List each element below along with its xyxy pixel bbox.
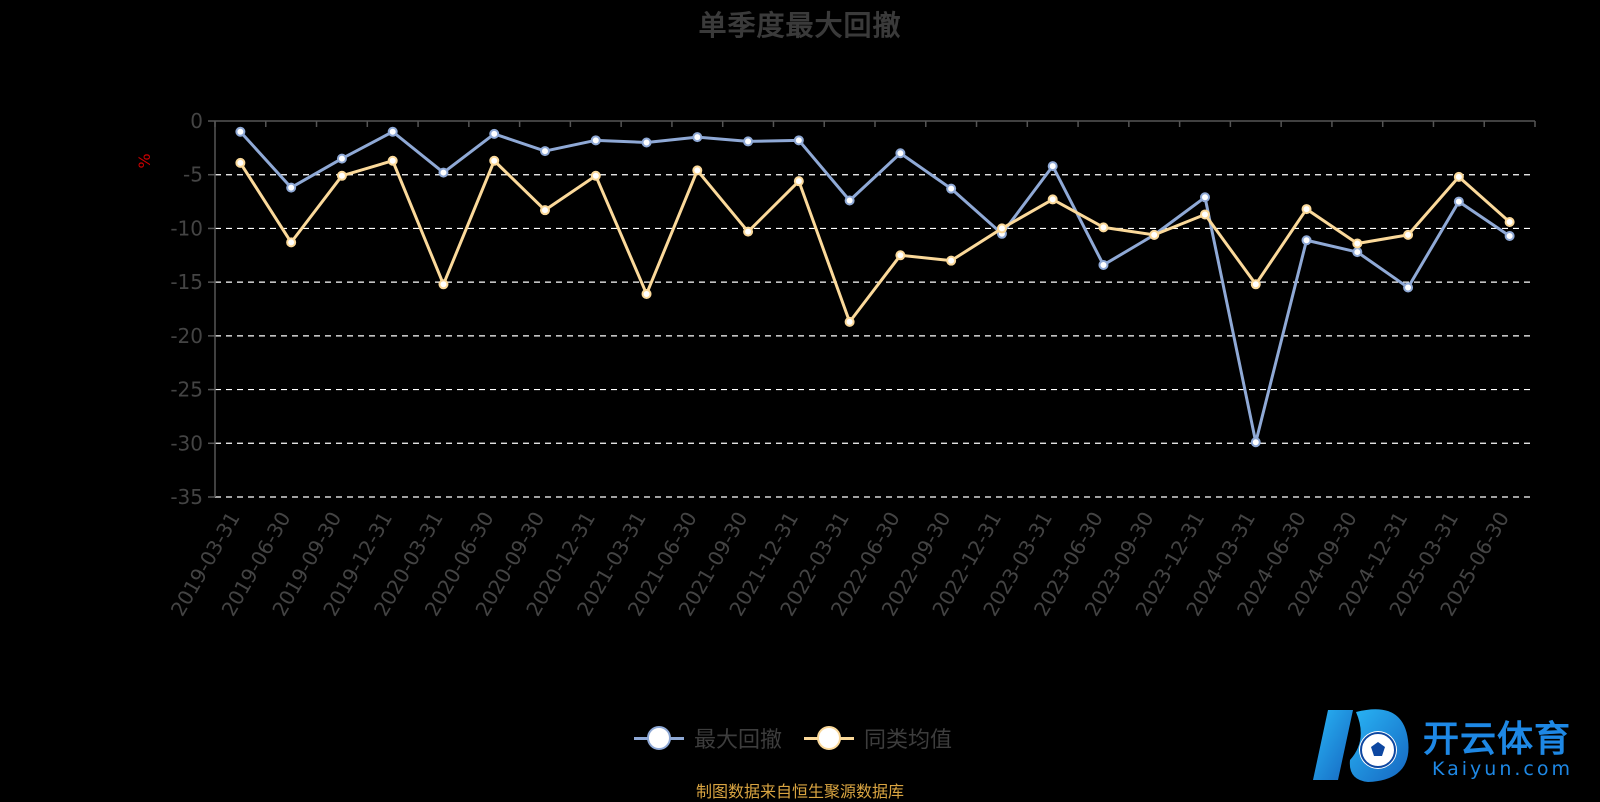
data-point-series-2 bbox=[235, 157, 246, 168]
legend-item-series-2[interactable]: 同类均值 bbox=[804, 722, 952, 754]
data-point-series-2 bbox=[946, 255, 957, 266]
legend-swatch-series-2 bbox=[804, 725, 855, 751]
legend-item-series-1[interactable]: 最大回撤 bbox=[634, 722, 782, 754]
data-point-series-1 bbox=[641, 137, 652, 148]
data-point-series-1 bbox=[235, 126, 246, 137]
data-point-series-2 bbox=[286, 237, 297, 248]
y-tick-label: -15 bbox=[170, 270, 203, 294]
brand-logo: 开云体育 Kaiyun.com bbox=[1308, 700, 1593, 790]
data-point-series-2 bbox=[895, 250, 906, 261]
data-point-series-1 bbox=[1504, 230, 1515, 241]
legend-label-series-2: 同类均值 bbox=[864, 728, 953, 753]
y-tick-label: -35 bbox=[170, 485, 203, 509]
data-point-series-1 bbox=[743, 136, 754, 147]
data-point-series-2 bbox=[641, 288, 652, 299]
y-tick-label: -10 bbox=[170, 216, 203, 240]
data-point-series-2 bbox=[1352, 238, 1363, 249]
data-point-series-2 bbox=[1403, 229, 1414, 240]
data-point-series-1 bbox=[1453, 196, 1464, 207]
logo-text: 开云体育 bbox=[1423, 719, 1572, 760]
y-tick-label: -25 bbox=[170, 378, 203, 402]
y-axis-unit-label: % bbox=[135, 153, 154, 168]
data-point-series-1 bbox=[1403, 282, 1414, 293]
data-point-series-1 bbox=[793, 135, 804, 146]
logo-subtext: Kaiyun.com bbox=[1432, 758, 1573, 780]
data-point-series-2 bbox=[996, 223, 1007, 234]
legend: 最大回撤 同类均值 bbox=[634, 720, 952, 756]
data-point-series-2 bbox=[793, 176, 804, 187]
data-point-series-1 bbox=[540, 146, 550, 157]
data-point-series-1 bbox=[1047, 161, 1058, 172]
data-point-series-2 bbox=[590, 170, 601, 181]
data-point-series-1 bbox=[590, 135, 601, 146]
data-point-series-2 bbox=[844, 316, 855, 327]
data-point-series-1 bbox=[438, 167, 449, 178]
data-point-series-1 bbox=[1250, 437, 1261, 448]
data-point-series-2 bbox=[743, 226, 754, 237]
data-point-series-1 bbox=[844, 195, 855, 206]
data-point-series-2 bbox=[489, 155, 500, 166]
data-point-series-2 bbox=[438, 279, 449, 290]
data-point-series-2 bbox=[387, 155, 398, 166]
data-point-series-1 bbox=[1352, 247, 1363, 258]
y-tick-label: 0 bbox=[190, 109, 203, 133]
data-point-series-1 bbox=[1200, 192, 1210, 203]
data-point-series-1 bbox=[387, 126, 398, 137]
data-point-series-2 bbox=[1149, 229, 1160, 240]
data-point-series-1 bbox=[1301, 235, 1312, 246]
data-point-series-2 bbox=[1453, 171, 1464, 182]
data-point-series-1 bbox=[946, 183, 957, 194]
logo-emblem-icon bbox=[1313, 709, 1409, 782]
legend-swatch-series-1 bbox=[634, 725, 684, 751]
y-tick-label: -30 bbox=[170, 431, 203, 455]
data-point-series-2 bbox=[692, 165, 703, 176]
data-point-series-1 bbox=[895, 148, 906, 159]
data-point-series-1 bbox=[489, 128, 500, 139]
y-tick-label: -5 bbox=[183, 163, 203, 187]
data-point-series-1 bbox=[336, 153, 347, 164]
chart-title: 单季度最大回撤 bbox=[698, 9, 902, 42]
legend-label-series-1: 最大回撤 bbox=[694, 728, 783, 753]
data-point-series-2 bbox=[1200, 209, 1210, 220]
series-layer bbox=[235, 126, 1515, 448]
data-point-series-2 bbox=[540, 205, 550, 216]
data-point-series-2 bbox=[1504, 216, 1515, 227]
series-line-2 bbox=[239, 159, 1511, 324]
data-point-series-1 bbox=[692, 132, 703, 143]
y-tick-label: -20 bbox=[170, 324, 203, 348]
data-source-note: 制图数据来自恒生聚源数据库 bbox=[695, 782, 904, 801]
data-point-series-2 bbox=[1250, 279, 1261, 290]
axes: 0-5-10-15-20-25-30-352019-03-312019-06-3… bbox=[166, 109, 1536, 620]
grid-lines bbox=[215, 174, 1535, 498]
data-point-series-2 bbox=[1301, 204, 1312, 215]
data-point-series-2 bbox=[336, 170, 347, 181]
series-line-1 bbox=[239, 130, 1511, 444]
data-point-series-1 bbox=[1098, 259, 1109, 270]
data-point-series-2 bbox=[1098, 222, 1109, 233]
data-point-series-1 bbox=[286, 182, 297, 193]
data-point-series-2 bbox=[1047, 194, 1058, 205]
